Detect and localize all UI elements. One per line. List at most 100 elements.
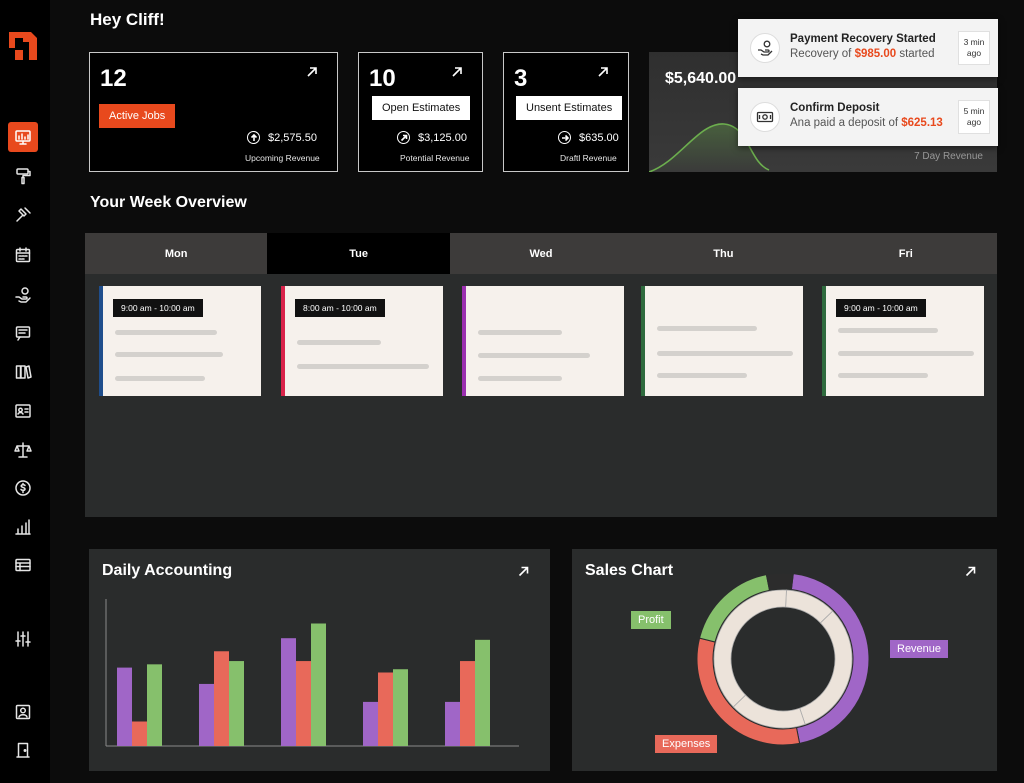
arrow-up-right-circle-icon: [397, 131, 410, 144]
draft-revenue-amount: $635.00: [579, 131, 619, 144]
tab-thu[interactable]: Thu: [632, 233, 815, 274]
sidebar-item-legal[interactable]: [8, 435, 38, 465]
sidebar-item-tools[interactable]: [8, 200, 38, 230]
expand-arrow-icon[interactable]: [964, 565, 977, 578]
sidebar-item-payments[interactable]: [8, 280, 38, 310]
notification-confirm-deposit[interactable]: Confirm Deposit Ana paid a deposit of $6…: [738, 88, 998, 146]
expand-arrow-icon[interactable]: [305, 65, 319, 79]
arrow-right-circle-icon: [558, 131, 571, 144]
notification-title: Payment Recovery Started: [790, 33, 936, 45]
event-card-thu[interactable]: [641, 286, 803, 396]
bar-0-0[interactable]: [117, 667, 132, 746]
notification-text: Recovery of $985.00 started: [790, 48, 935, 60]
notification-payment-recovery[interactable]: Payment Recovery Started Recovery of $98…: [738, 19, 998, 77]
calendar-icon: [15, 247, 31, 263]
notification-title: Confirm Deposit: [790, 102, 880, 114]
open-estimates-badge[interactable]: Open Estimates: [372, 96, 471, 120]
bar-2-1[interactable]: [296, 661, 311, 746]
bar-chart-icon: [15, 519, 31, 535]
notification-text-prefix: Ana paid a deposit of: [790, 117, 902, 129]
donut-inner-segment: [713, 589, 787, 708]
bar-4-2[interactable]: [475, 639, 490, 746]
tab-fri[interactable]: Fri: [814, 233, 997, 274]
paint-roller-icon: [16, 168, 31, 185]
stat-card-active-jobs[interactable]: 12 Active Jobs $2,575.50 Upcoming Revenu…: [89, 52, 338, 172]
sidebar-item-finance[interactable]: [8, 473, 38, 503]
sidebar-item-messages[interactable]: [8, 318, 38, 348]
sidebar-item-settings[interactable]: [8, 624, 38, 654]
sidebar-item-paint[interactable]: [8, 161, 38, 191]
arrow-up-circle-icon: [247, 131, 260, 144]
upcoming-revenue-amount: $2,575.50: [268, 131, 317, 144]
dashboard-icon: [15, 130, 31, 145]
donut-hole: [732, 608, 834, 710]
stat-card-unsent-estimates[interactable]: 3 Unsent Estimates $635.00 Draftl Revenu…: [503, 52, 629, 172]
placeholder-line: [115, 376, 205, 381]
sidebar: [0, 0, 50, 783]
notification-time: 3 min ago: [958, 31, 990, 65]
sidebar-item-tables[interactable]: [8, 550, 38, 580]
placeholder-line: [838, 373, 928, 378]
bar-0-2[interactable]: [147, 664, 162, 746]
sidebar-item-library[interactable]: [8, 357, 38, 387]
placeholder-line: [478, 330, 562, 335]
event-card-mon[interactable]: 9:00 am - 10:00 am: [99, 286, 261, 396]
donut-slice-other[interactable]: [765, 572, 794, 591]
placeholder-line: [115, 352, 223, 357]
cash-icon: [750, 102, 780, 132]
upcoming-revenue-label: Upcoming Revenue: [245, 153, 320, 163]
sidebar-item-contacts[interactable]: [8, 396, 38, 426]
profit-label: Profit: [631, 611, 671, 629]
event-card-fri[interactable]: 9:00 am - 10:00 am: [822, 286, 984, 396]
stat-card-open-estimates[interactable]: 10 Open Estimates $3,125.00 Potential Re…: [358, 52, 483, 172]
draft-revenue-label: Draftl Revenue: [560, 153, 617, 163]
bar-1-0[interactable]: [199, 683, 214, 746]
stat-number: 10: [369, 65, 396, 92]
placeholder-line: [478, 376, 562, 381]
bar-3-2[interactable]: [393, 669, 408, 746]
sidebar-item-calendar[interactable]: [8, 240, 38, 270]
app-logo[interactable]: [7, 28, 39, 62]
potential-revenue-label: Potential Revenue: [400, 153, 470, 163]
notification-text-prefix: Recovery of: [790, 48, 855, 60]
message-icon: [15, 326, 31, 341]
table-icon: [15, 558, 31, 572]
expand-arrow-icon[interactable]: [450, 65, 464, 79]
daily-accounting-chart: [105, 599, 519, 747]
sidebar-item-dashboard[interactable]: [8, 122, 38, 152]
bar-2-2[interactable]: [311, 623, 326, 747]
event-time: 9:00 am - 10:00 am: [836, 299, 926, 317]
sidebar-item-profile[interactable]: [8, 697, 38, 727]
unsent-estimates-badge[interactable]: Unsent Estimates: [516, 96, 623, 120]
expand-arrow-icon[interactable]: [596, 65, 610, 79]
sidebar-item-logout[interactable]: [8, 735, 38, 765]
bar-3-0[interactable]: [363, 701, 378, 746]
stat-number: 12: [100, 65, 127, 92]
bar-3-1[interactable]: [378, 672, 393, 747]
tab-wed[interactable]: Wed: [449, 233, 633, 274]
sales-chart-title: Sales Chart: [585, 562, 674, 579]
time-unit: ago: [966, 117, 982, 127]
sidebar-item-reports[interactable]: [8, 512, 38, 542]
bar-4-1[interactable]: [460, 661, 475, 746]
daily-accounting-panel: Daily Accounting: [89, 549, 550, 771]
notification-time: 5 min ago: [958, 100, 990, 134]
expand-arrow-icon[interactable]: [517, 565, 530, 578]
tab-mon[interactable]: Mon: [85, 233, 268, 274]
event-card-tue[interactable]: 8:00 am - 10:00 am: [281, 286, 443, 396]
sales-donut-chart: [696, 572, 870, 746]
event-card-wed[interactable]: [462, 286, 624, 396]
placeholder-line: [657, 373, 747, 378]
hammer-icon: [16, 207, 31, 222]
tab-tue[interactable]: Tue: [267, 233, 450, 274]
notification-text-suffix: started: [896, 48, 935, 60]
hand-coin-icon: [15, 287, 31, 303]
bar-0-1[interactable]: [132, 721, 147, 747]
active-jobs-badge[interactable]: Active Jobs: [99, 104, 176, 128]
bar-2-0[interactable]: [281, 638, 296, 746]
bar-1-2[interactable]: [229, 661, 244, 746]
bar-1-1[interactable]: [214, 651, 229, 746]
stat-number: 3: [514, 65, 528, 92]
bar-4-0[interactable]: [445, 701, 460, 746]
event-time: 8:00 am - 10:00 am: [295, 299, 385, 317]
